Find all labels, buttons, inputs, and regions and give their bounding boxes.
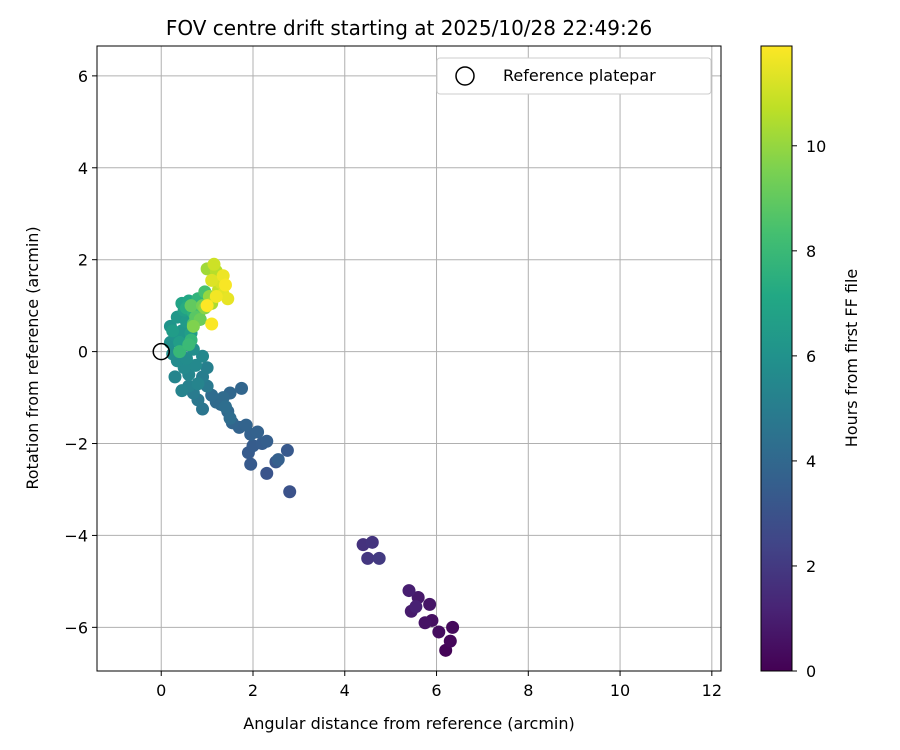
data-point xyxy=(200,299,214,313)
y-tick-label: 0 xyxy=(78,343,88,362)
y-axis-label: Rotation from reference (arcmin) xyxy=(23,226,42,489)
legend-box xyxy=(436,57,712,95)
colorbar-tick-label: 0 xyxy=(806,662,816,681)
data-point xyxy=(423,597,437,611)
data-point xyxy=(239,418,253,432)
y-tick-label: −2 xyxy=(64,435,88,454)
data-point xyxy=(361,551,375,565)
colorbar-label: Hours from first FF file xyxy=(842,269,861,448)
x-tick-label: 10 xyxy=(610,681,630,700)
data-point xyxy=(175,384,189,398)
data-point xyxy=(235,381,249,395)
colorbar: 0 2 4 6 8 10 Hours from first FF file xyxy=(760,45,861,681)
data-points xyxy=(163,257,460,657)
x-tick-label: 8 xyxy=(523,681,533,700)
legend-marker xyxy=(455,66,475,86)
data-point xyxy=(271,453,285,467)
data-point xyxy=(365,535,379,549)
data-point xyxy=(207,257,221,271)
plot-frame xyxy=(96,45,722,672)
data-point xyxy=(205,273,219,287)
data-point xyxy=(191,377,205,391)
data-point xyxy=(283,485,297,499)
x-tick-label: 6 xyxy=(431,681,441,700)
data-point xyxy=(402,584,416,598)
colorbar-ticks: 0 2 4 6 8 10 xyxy=(792,137,826,681)
data-point xyxy=(251,425,265,439)
data-point xyxy=(443,634,457,648)
colorbar-tick-label: 10 xyxy=(806,137,826,156)
y-tick-label: −6 xyxy=(64,618,88,637)
data-point xyxy=(168,370,182,384)
x-tick-label: 4 xyxy=(340,681,350,700)
x-tick-label: 2 xyxy=(248,681,258,700)
data-point xyxy=(218,400,232,414)
colorbar-tick-label: 4 xyxy=(806,452,816,471)
data-point xyxy=(182,338,196,352)
data-point xyxy=(184,299,198,313)
chart-title: FOV centre drift starting at 2025/10/28 … xyxy=(166,16,652,40)
x-axis: 0 2 4 6 8 10 12 xyxy=(156,671,722,700)
y-tick-label: −4 xyxy=(64,526,88,545)
colorbar-tick-label: 6 xyxy=(806,347,816,366)
data-point xyxy=(218,278,232,292)
data-point xyxy=(221,292,235,306)
data-point xyxy=(244,457,258,471)
data-point xyxy=(200,361,214,375)
x-tick-label: 12 xyxy=(702,681,722,700)
legend-entry-label: Reference platepar xyxy=(503,66,656,85)
data-point xyxy=(166,324,180,338)
y-tick-label: 4 xyxy=(78,159,88,178)
data-point xyxy=(189,358,203,372)
data-point xyxy=(418,616,432,630)
data-point xyxy=(205,317,219,331)
colorbar-tick-label: 2 xyxy=(806,557,816,576)
data-point xyxy=(173,345,187,359)
x-axis-label: Angular distance from reference (arcmin) xyxy=(243,714,574,733)
data-point xyxy=(196,349,210,363)
y-tick-label: 2 xyxy=(78,251,88,270)
data-point xyxy=(223,411,237,425)
data-point xyxy=(260,434,274,448)
data-point xyxy=(209,289,223,303)
x-tick-label: 0 xyxy=(156,681,166,700)
colorbar-gradient xyxy=(760,45,793,672)
data-point xyxy=(409,600,423,614)
data-point xyxy=(446,620,460,634)
y-tick-label: 6 xyxy=(78,67,88,86)
legend: Reference platepar xyxy=(436,57,712,95)
y-axis: −6 −4 −2 0 2 4 6 xyxy=(64,67,97,637)
data-point xyxy=(280,443,294,457)
data-point xyxy=(372,551,386,565)
colorbar-tick-label: 8 xyxy=(806,242,816,261)
data-point xyxy=(432,625,446,639)
reference-platepar-marker xyxy=(152,342,170,361)
data-point xyxy=(186,319,200,333)
data-point xyxy=(260,466,274,480)
